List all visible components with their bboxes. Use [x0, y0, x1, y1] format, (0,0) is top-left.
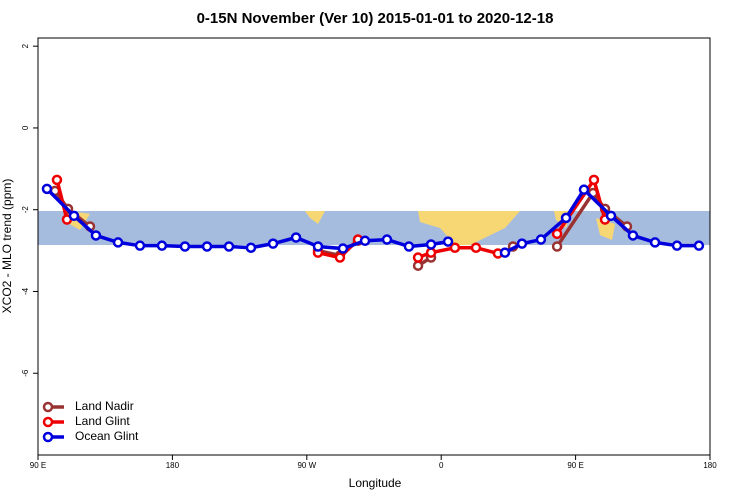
- point: [68, 210, 80, 222]
- point: [516, 238, 528, 249]
- point: [334, 252, 346, 263]
- point: [551, 228, 563, 240]
- point: [245, 242, 257, 253]
- point: [551, 241, 563, 252]
- point: [588, 174, 600, 186]
- point: [449, 242, 461, 253]
- point: [112, 237, 124, 248]
- y-tick-label: -4: [21, 287, 30, 295]
- point: [41, 183, 53, 195]
- point: [578, 184, 590, 195]
- y-tick-label: -2: [21, 206, 30, 214]
- legend-label: Ocean Glint: [75, 429, 139, 443]
- legend-marker: [42, 416, 54, 428]
- point: [671, 240, 683, 251]
- point: [535, 234, 547, 245]
- point: [156, 240, 168, 251]
- point: [51, 174, 63, 186]
- point: [359, 235, 371, 247]
- y-tick-label: 2: [21, 43, 30, 48]
- x-tick-label: 90 E: [30, 461, 46, 470]
- x-axis-label: Longitude: [349, 476, 402, 490]
- y-tick-label: -6: [21, 369, 30, 377]
- y-tick-label: 0: [21, 125, 30, 130]
- x-tick-label: 180: [166, 461, 180, 470]
- chart-title: 0-15N November (Ver 10) 2015-01-01 to 20…: [197, 10, 554, 27]
- point: [223, 241, 235, 252]
- y-axis-label: XCO2 - MLO trend (ppm): [0, 179, 14, 314]
- legend-marker: [42, 401, 54, 413]
- point: [403, 241, 415, 252]
- point: [470, 242, 482, 253]
- legend-marker: [42, 431, 54, 443]
- point: [425, 247, 437, 258]
- x-tick-label: 180: [703, 461, 717, 470]
- point: [605, 210, 617, 222]
- x-tick-label: 90 W: [297, 461, 316, 470]
- point: [201, 241, 213, 252]
- point: [412, 260, 424, 271]
- x-tick-label: 90 E: [567, 461, 583, 470]
- x-tick-label: 0: [439, 461, 444, 470]
- plot-frame: [37, 37, 711, 456]
- point: [179, 241, 191, 252]
- point: [649, 237, 661, 248]
- point: [425, 239, 437, 250]
- point: [134, 240, 146, 251]
- legend-label: Land Glint: [75, 414, 130, 428]
- legend-label: Land Nadir: [75, 399, 134, 413]
- point: [412, 252, 424, 263]
- point: [290, 232, 302, 243]
- point: [560, 212, 572, 224]
- point: [627, 230, 639, 241]
- point: [693, 240, 705, 251]
- point: [337, 243, 349, 254]
- point: [381, 234, 393, 245]
- point: [90, 230, 102, 241]
- point: [267, 238, 279, 249]
- point: [499, 247, 511, 258]
- point: [312, 241, 324, 252]
- point: [442, 236, 454, 247]
